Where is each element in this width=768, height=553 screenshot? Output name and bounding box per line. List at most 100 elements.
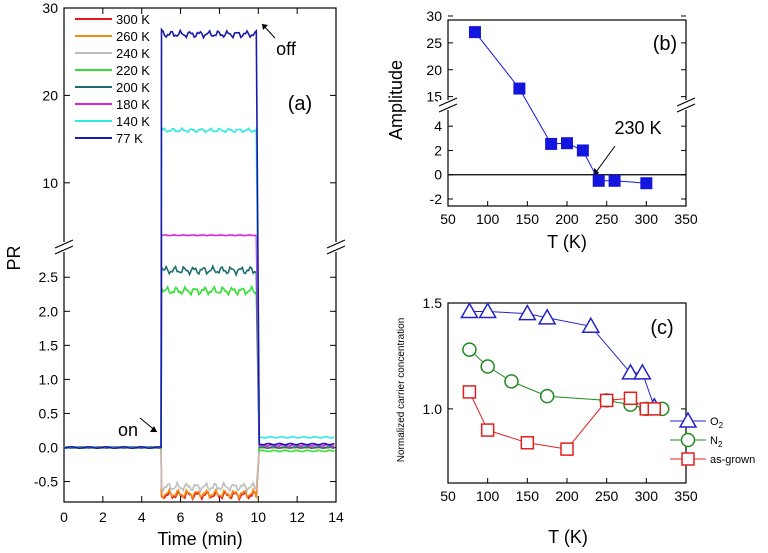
- y-tick-label: 4: [434, 118, 442, 134]
- y-tick-label: -2: [430, 191, 443, 207]
- triangle-marker: [581, 316, 601, 334]
- x-tick-label: 2: [99, 509, 107, 525]
- amplitude-point: [640, 177, 653, 190]
- y-tick-label: 30: [42, 0, 58, 16]
- panel-a-legend: 300 K 260 K 240 K 220 K 200 K 180 K 140 K 77 K: [75, 12, 150, 146]
- panel-a-frame: [63, 7, 337, 503]
- x-tick-label: 50: [440, 211, 456, 227]
- amplitude-line: [474, 31, 647, 184]
- amplitude-point: [468, 26, 481, 39]
- circle-marker: [539, 388, 555, 404]
- y-axis-break-gap: [326, 242, 346, 252]
- square-marker: [623, 391, 638, 406]
- series-trace-180K: [63, 233, 335, 450]
- circle-marker: [462, 342, 477, 357]
- y-tick-label: 1.0: [423, 401, 443, 417]
- on-annotation: on: [118, 420, 138, 440]
- x-tick-label: 350: [674, 488, 698, 504]
- triangle-marker: [460, 301, 479, 319]
- square-marker: [599, 393, 614, 408]
- y-axis-break-gap: [676, 100, 696, 110]
- x-tick-label: 100: [476, 211, 500, 227]
- y-axis-break-gap: [54, 242, 74, 252]
- x-tick-label: 200: [555, 488, 579, 504]
- panel-a-label: (a): [288, 93, 312, 115]
- panel-b-label: (b): [653, 33, 677, 55]
- series-trace-77K: [63, 27, 335, 450]
- y-axis-break-slash: [438, 97, 458, 107]
- x-tick-label: 300: [635, 488, 659, 504]
- amplitude-point: [576, 144, 589, 157]
- panel-c-ylabel: Normalized carrier concentration: [396, 318, 407, 463]
- triangle-marker: [518, 304, 537, 321]
- circle-marker: [480, 359, 495, 374]
- y-tick-label: 0: [434, 167, 442, 183]
- series-trace-220K: [63, 284, 335, 453]
- legend-marker: [681, 452, 695, 466]
- y-tick-label: 1.0: [39, 371, 59, 387]
- legend-label: O2: [710, 416, 724, 430]
- legend-label: 240 K: [116, 46, 150, 61]
- on-arrowhead: [150, 426, 157, 432]
- legend-label: N2: [710, 435, 723, 449]
- legend-label: 220 K: [116, 63, 150, 78]
- legend-label: 140 K: [116, 114, 150, 129]
- x-tick-label: 150: [516, 211, 540, 227]
- y-axis-break-gap: [438, 100, 458, 110]
- square-marker: [480, 423, 495, 437]
- series-trace-260K: [63, 445, 335, 501]
- x-tick-label: 6: [177, 509, 185, 525]
- x-tick-label: 14: [328, 509, 344, 525]
- y-tick-label: 10: [42, 175, 58, 191]
- square-marker: [647, 402, 662, 416]
- x-tick-label: 100: [476, 488, 500, 504]
- y-axis-break-slash: [326, 245, 346, 255]
- x-tick-label: 200: [555, 211, 579, 227]
- y-axis-break-slash: [676, 103, 696, 113]
- panel-a-ylabel: PR: [4, 245, 24, 270]
- panel-c-xlabel: T (K): [548, 527, 588, 547]
- y-tick-label: 2: [434, 142, 442, 158]
- square-marker: [520, 436, 535, 450]
- x-tick-label: 50: [440, 488, 456, 504]
- x-tick-label: 250: [595, 211, 619, 227]
- off-annotation: off: [276, 39, 297, 59]
- amplitude-point: [513, 82, 526, 95]
- y-tick-label: 1.5: [423, 295, 443, 311]
- square-marker: [560, 442, 574, 456]
- x-tick-label: 8: [216, 509, 224, 525]
- panel-b-ylabel: Amplitude: [386, 60, 406, 140]
- circle-marker: [504, 374, 519, 389]
- series-trace-240K: [64, 445, 335, 494]
- x-tick-label: 250: [595, 488, 619, 504]
- y-tick-label: 2.5: [39, 269, 59, 285]
- legend-marker: [680, 432, 696, 448]
- x-tick-label: 0: [60, 509, 68, 525]
- amplitude-point: [608, 174, 621, 187]
- panel-c: 50 100 150 200 250 300 350 1.0 1.5 (c) T (K) Nor…: [396, 295, 755, 547]
- triangle-marker: [537, 308, 557, 325]
- triangle-marker: [621, 363, 640, 380]
- y-tick-label: 1.5: [39, 337, 59, 353]
- y-tick-label: -0.5: [34, 474, 58, 490]
- y-axis-break-slash: [54, 239, 74, 249]
- x-tick-label: 4: [138, 509, 146, 525]
- panel-b-annotation: 230 K: [614, 118, 661, 138]
- legend-marker: [678, 411, 698, 428]
- x-tick-label: 12: [289, 509, 305, 525]
- legend-label: 260 K: [116, 29, 150, 44]
- x-tick-label: 150: [516, 488, 540, 504]
- panel-a-xlabel: Time (min): [157, 529, 242, 549]
- x-tick-label: 10: [250, 509, 266, 525]
- panel-a: 0 2 4 6 8 10 12 14-0.50.00.51.01.52.02.5102030 …: [4, 0, 346, 549]
- triangle-marker: [633, 363, 652, 380]
- legend-label: 300 K: [116, 12, 150, 27]
- panel-b-xlabel: T (K): [547, 232, 587, 252]
- y-axis-break-slash: [676, 97, 696, 107]
- square-marker: [462, 385, 477, 399]
- y-tick-label: 25: [426, 35, 442, 51]
- x-tick-label: 350: [674, 211, 698, 227]
